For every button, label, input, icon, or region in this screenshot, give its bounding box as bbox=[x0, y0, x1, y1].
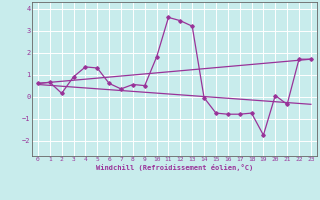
X-axis label: Windchill (Refroidissement éolien,°C): Windchill (Refroidissement éolien,°C) bbox=[96, 164, 253, 171]
